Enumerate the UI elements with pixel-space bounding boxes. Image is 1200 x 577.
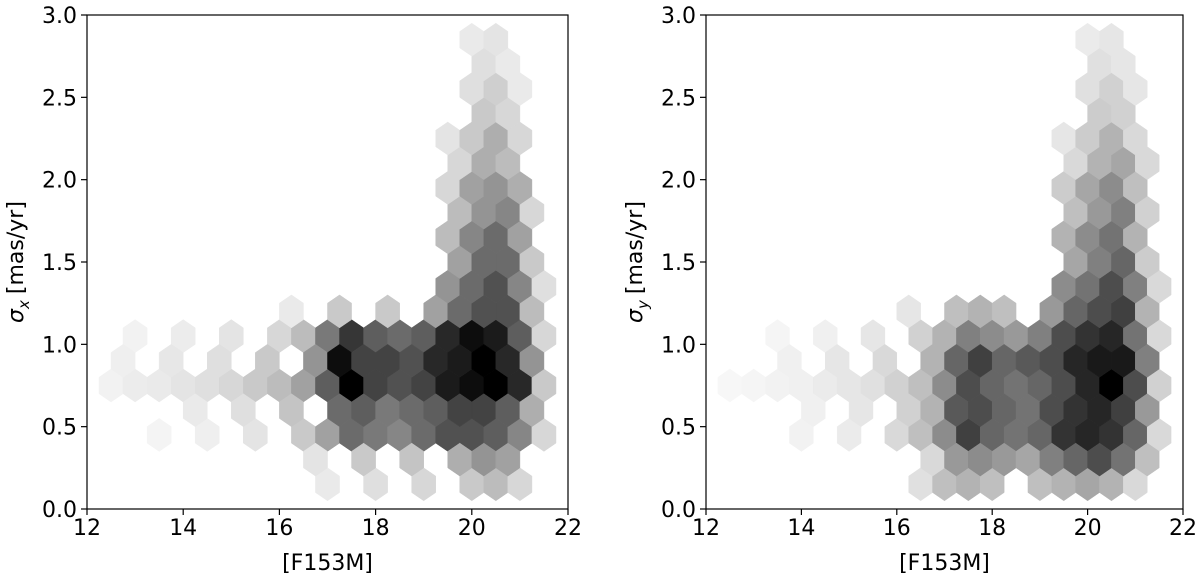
y-label-subscript: y xyxy=(634,299,652,310)
hex-cell xyxy=(303,442,328,477)
y-tick-label: 1.5 xyxy=(42,251,77,276)
hex-cell xyxy=(1135,344,1160,378)
x-axis-label: [F153M] xyxy=(282,551,373,576)
hex-cell xyxy=(991,294,1017,329)
y-tick-label: 0.5 xyxy=(42,416,77,441)
hex-cell xyxy=(801,393,826,427)
x-tick-label: 18 xyxy=(978,516,1006,541)
x-tick-label: 16 xyxy=(883,516,911,541)
y-tick-label: 0.5 xyxy=(661,416,696,441)
hex-cell xyxy=(519,393,545,427)
x-tick-label: 16 xyxy=(265,516,293,541)
hex-cell xyxy=(110,344,136,378)
hex-cell xyxy=(182,393,208,427)
hex-cell xyxy=(351,442,376,477)
y-label-subscript: x xyxy=(15,300,33,310)
y-label-unit: [mas/yr] xyxy=(4,201,29,294)
hex-cell xyxy=(483,22,509,57)
x-tick-label: 20 xyxy=(458,516,486,541)
y-tick-label: 3.0 xyxy=(661,4,696,29)
hex-cell xyxy=(207,344,232,378)
hexbin-cells xyxy=(98,22,557,502)
x-axis-label: [F153M] xyxy=(899,551,990,576)
hexbin-cells xyxy=(717,22,1172,502)
hex-cell xyxy=(741,368,766,403)
hex-cell xyxy=(279,393,304,427)
hex-cell xyxy=(375,294,400,329)
hex-cell xyxy=(825,344,850,378)
x-tick-label: 12 xyxy=(692,516,720,541)
y-axis-label: σx [mas/yr] xyxy=(4,201,33,323)
hex-cell xyxy=(231,393,256,427)
hex-cell xyxy=(158,344,184,378)
hex-cell xyxy=(279,294,304,329)
x-tick-label: 14 xyxy=(787,516,815,541)
y-tick-label: 2.5 xyxy=(42,86,77,111)
x-tick-label: 20 xyxy=(1074,516,1102,541)
x-tick-label: 12 xyxy=(73,516,101,541)
y-label-symbol: σ xyxy=(623,308,648,323)
y-tick-label: 1.0 xyxy=(42,333,77,358)
hex-cell xyxy=(717,368,743,403)
hex-cell xyxy=(896,294,921,329)
hex-cell xyxy=(146,418,172,452)
hex-cell xyxy=(519,344,545,378)
y-tick-label: 1.0 xyxy=(661,333,696,358)
hex-cell xyxy=(1135,393,1160,427)
hex-cell xyxy=(777,344,802,378)
hex-cell xyxy=(495,442,521,477)
hex-cell xyxy=(872,344,898,378)
y-label-unit: [mas/yr] xyxy=(623,201,648,294)
hex-cell xyxy=(1099,22,1124,57)
y-tick-label: 2.0 xyxy=(661,169,696,194)
hex-cell xyxy=(848,393,874,427)
x-tick-label: 22 xyxy=(554,516,582,541)
y-tick-label: 0.0 xyxy=(42,498,77,523)
hex-cell xyxy=(399,442,424,477)
hex-cell xyxy=(255,344,280,378)
y-tick-label: 2.5 xyxy=(661,86,696,111)
y-tick-label: 0.0 xyxy=(661,498,696,523)
hex-cell xyxy=(1135,442,1160,477)
x-tick-label: 14 xyxy=(169,516,197,541)
hex-cell xyxy=(327,294,352,329)
y-label-symbol: σ xyxy=(4,308,29,323)
y-tick-label: 1.5 xyxy=(661,251,696,276)
x-tick-label: 22 xyxy=(1169,516,1197,541)
y-tick-label: 3.0 xyxy=(42,4,77,29)
x-tick-label: 18 xyxy=(362,516,390,541)
y-axis-label: σy [mas/yr] xyxy=(623,201,652,323)
y-tick-label: 2.0 xyxy=(42,169,77,194)
